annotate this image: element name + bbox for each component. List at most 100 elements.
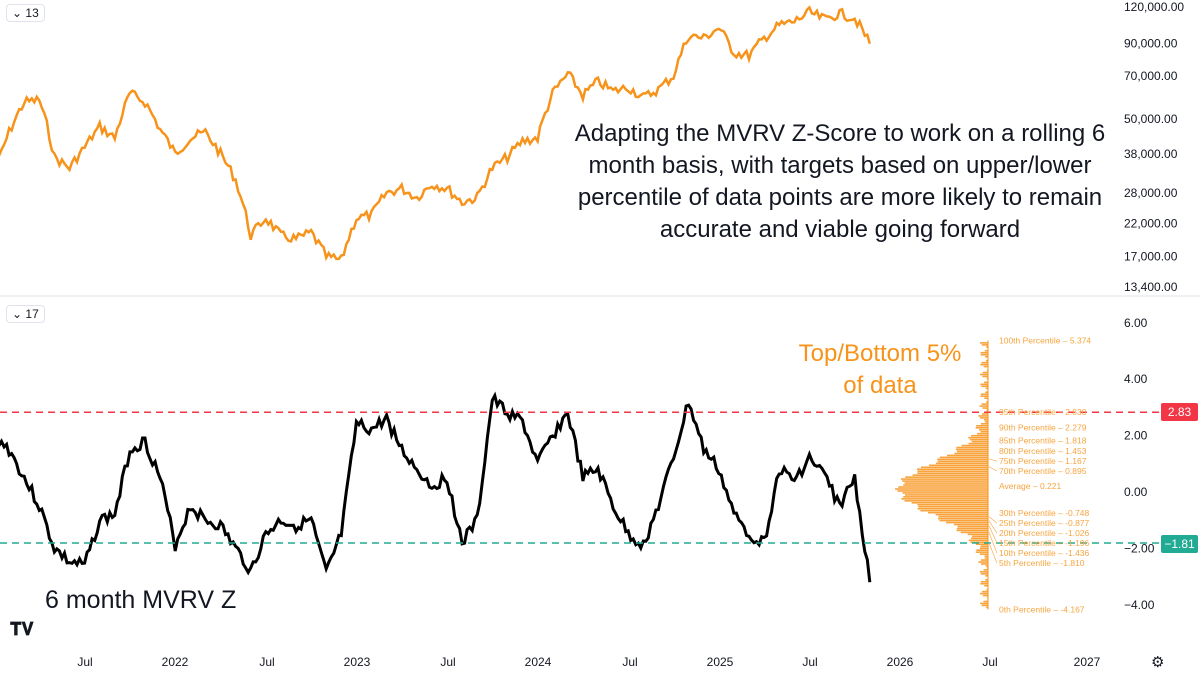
histogram-bar [985, 565, 988, 567]
histogram-bar [984, 421, 988, 423]
histogram-bar [979, 592, 988, 595]
histogram-bar [979, 373, 988, 376]
histogram-bar [984, 555, 988, 557]
histogram-bar [985, 575, 988, 577]
histogram-bar [955, 448, 988, 451]
histogram-bar [980, 545, 988, 548]
histogram-bar [980, 353, 988, 356]
histogram-bar [971, 537, 988, 540]
time-axis-tick: 2024 [525, 655, 552, 669]
histogram-bar [902, 480, 988, 482]
histogram-bar [982, 407, 988, 409]
histogram-bar [983, 600, 988, 603]
percentile-label: 0th Percentile – -4.167 [999, 605, 1085, 615]
time-axis-tick: Jul [259, 655, 274, 669]
percentile-leader [988, 532, 998, 554]
histogram-bar [920, 466, 988, 469]
histogram-bar [939, 456, 988, 459]
histogram-bar [935, 513, 988, 516]
histogram-bar [986, 567, 988, 569]
histogram-bar [983, 381, 988, 384]
time-axis-tick: Jul [440, 655, 455, 669]
histogram-bar [935, 462, 988, 465]
histogram-bar [981, 413, 988, 415]
percentile-label: Average – 0.221 [999, 481, 1061, 491]
price-axis-tick: 22,000.00 [1124, 217, 1178, 231]
histogram-bar [980, 383, 988, 386]
price-axis-tick: 17,000.00 [1124, 250, 1178, 264]
histogram-bar [946, 454, 988, 457]
histogram-bar [986, 346, 988, 348]
histogram-bar [978, 561, 988, 563]
histogram-bar [905, 476, 988, 478]
histogram-bar [895, 488, 988, 490]
histogram-bar [984, 397, 988, 399]
histogram-bar [978, 428, 988, 431]
histogram-bar [956, 446, 988, 449]
histogram-bar [986, 588, 988, 591]
histogram-bar [917, 507, 988, 510]
histogram-bar [981, 344, 988, 346]
histogram-bar [917, 472, 988, 474]
tradingview-logo: 𝐓𝐕 [10, 619, 34, 639]
mvrv-axis-tick: 2.00 [1124, 429, 1148, 443]
percentile-leader [988, 520, 998, 534]
histogram-bar [983, 569, 988, 571]
histogram-bar [982, 594, 988, 597]
percentile-label: 20th Percentile – -1.026 [999, 528, 1090, 538]
histogram-bar [920, 509, 988, 512]
histogram-bar [968, 442, 988, 445]
histogram-bar [938, 517, 988, 520]
histogram-bar [917, 470, 988, 473]
histogram-bar [954, 452, 988, 455]
histogram-bar [897, 490, 988, 492]
collapse-pane-top-button[interactable]: ⌄ 13 [6, 4, 45, 22]
histogram-bar [967, 533, 988, 536]
settings-gear-icon[interactable]: ⚙ [1151, 654, 1165, 671]
histogram-bar [903, 496, 988, 498]
percentile-label: 30th Percentile – -0.748 [999, 508, 1090, 518]
percentile-leader [988, 516, 998, 524]
histogram-bar [984, 350, 988, 352]
histogram-bar [971, 535, 988, 538]
mvrv-axis-tick: −4.00 [1124, 598, 1155, 612]
histogram-bar [985, 359, 988, 362]
histogram-bar [984, 355, 988, 358]
histogram-bar [968, 539, 988, 542]
histogram-bar [975, 551, 988, 553]
histogram-bar [984, 584, 988, 587]
histogram-bar [979, 547, 988, 549]
histogram-bar [982, 371, 988, 374]
time-axis-tick: 2023 [344, 655, 371, 669]
histogram-bar [939, 519, 988, 522]
histogram-bar [929, 464, 988, 467]
percentile-label: 100th Percentile – 5.374 [999, 335, 1091, 345]
histogram-bar [980, 580, 988, 583]
histogram-bar [956, 527, 988, 530]
histogram-bar [986, 369, 988, 372]
histogram-bar [978, 415, 988, 417]
collapse-pane-bottom-button[interactable]: ⌄ 17 [6, 305, 45, 323]
histogram-bar [981, 604, 988, 607]
percentile-label: 95th Percentile – 2.830 [999, 407, 1087, 417]
histogram-bar [902, 492, 988, 494]
mvrv-axis-tick: 6.00 [1124, 316, 1148, 330]
histogram-bar [956, 529, 988, 532]
histogram-bar [979, 405, 988, 407]
histogram-bar [917, 503, 988, 506]
histogram-bar [969, 438, 988, 441]
percentile-leader [988, 458, 998, 462]
histogram-bar [937, 458, 988, 461]
histogram-bar [901, 498, 988, 500]
histogram-bar [980, 563, 988, 565]
mvrv-axis-tick: 0.00 [1124, 485, 1148, 499]
percentile-label: 75th Percentile – 1.167 [999, 456, 1087, 466]
histogram-bar [980, 342, 988, 344]
histogram-bar [976, 425, 988, 427]
time-axis-tick: 2025 [707, 655, 734, 669]
price-axis-tick: 120,000.00 [1124, 0, 1184, 14]
histogram-bar [977, 432, 988, 435]
histogram-bar [971, 440, 988, 443]
histogram-bar [986, 401, 988, 403]
percentile-leader [988, 542, 998, 564]
